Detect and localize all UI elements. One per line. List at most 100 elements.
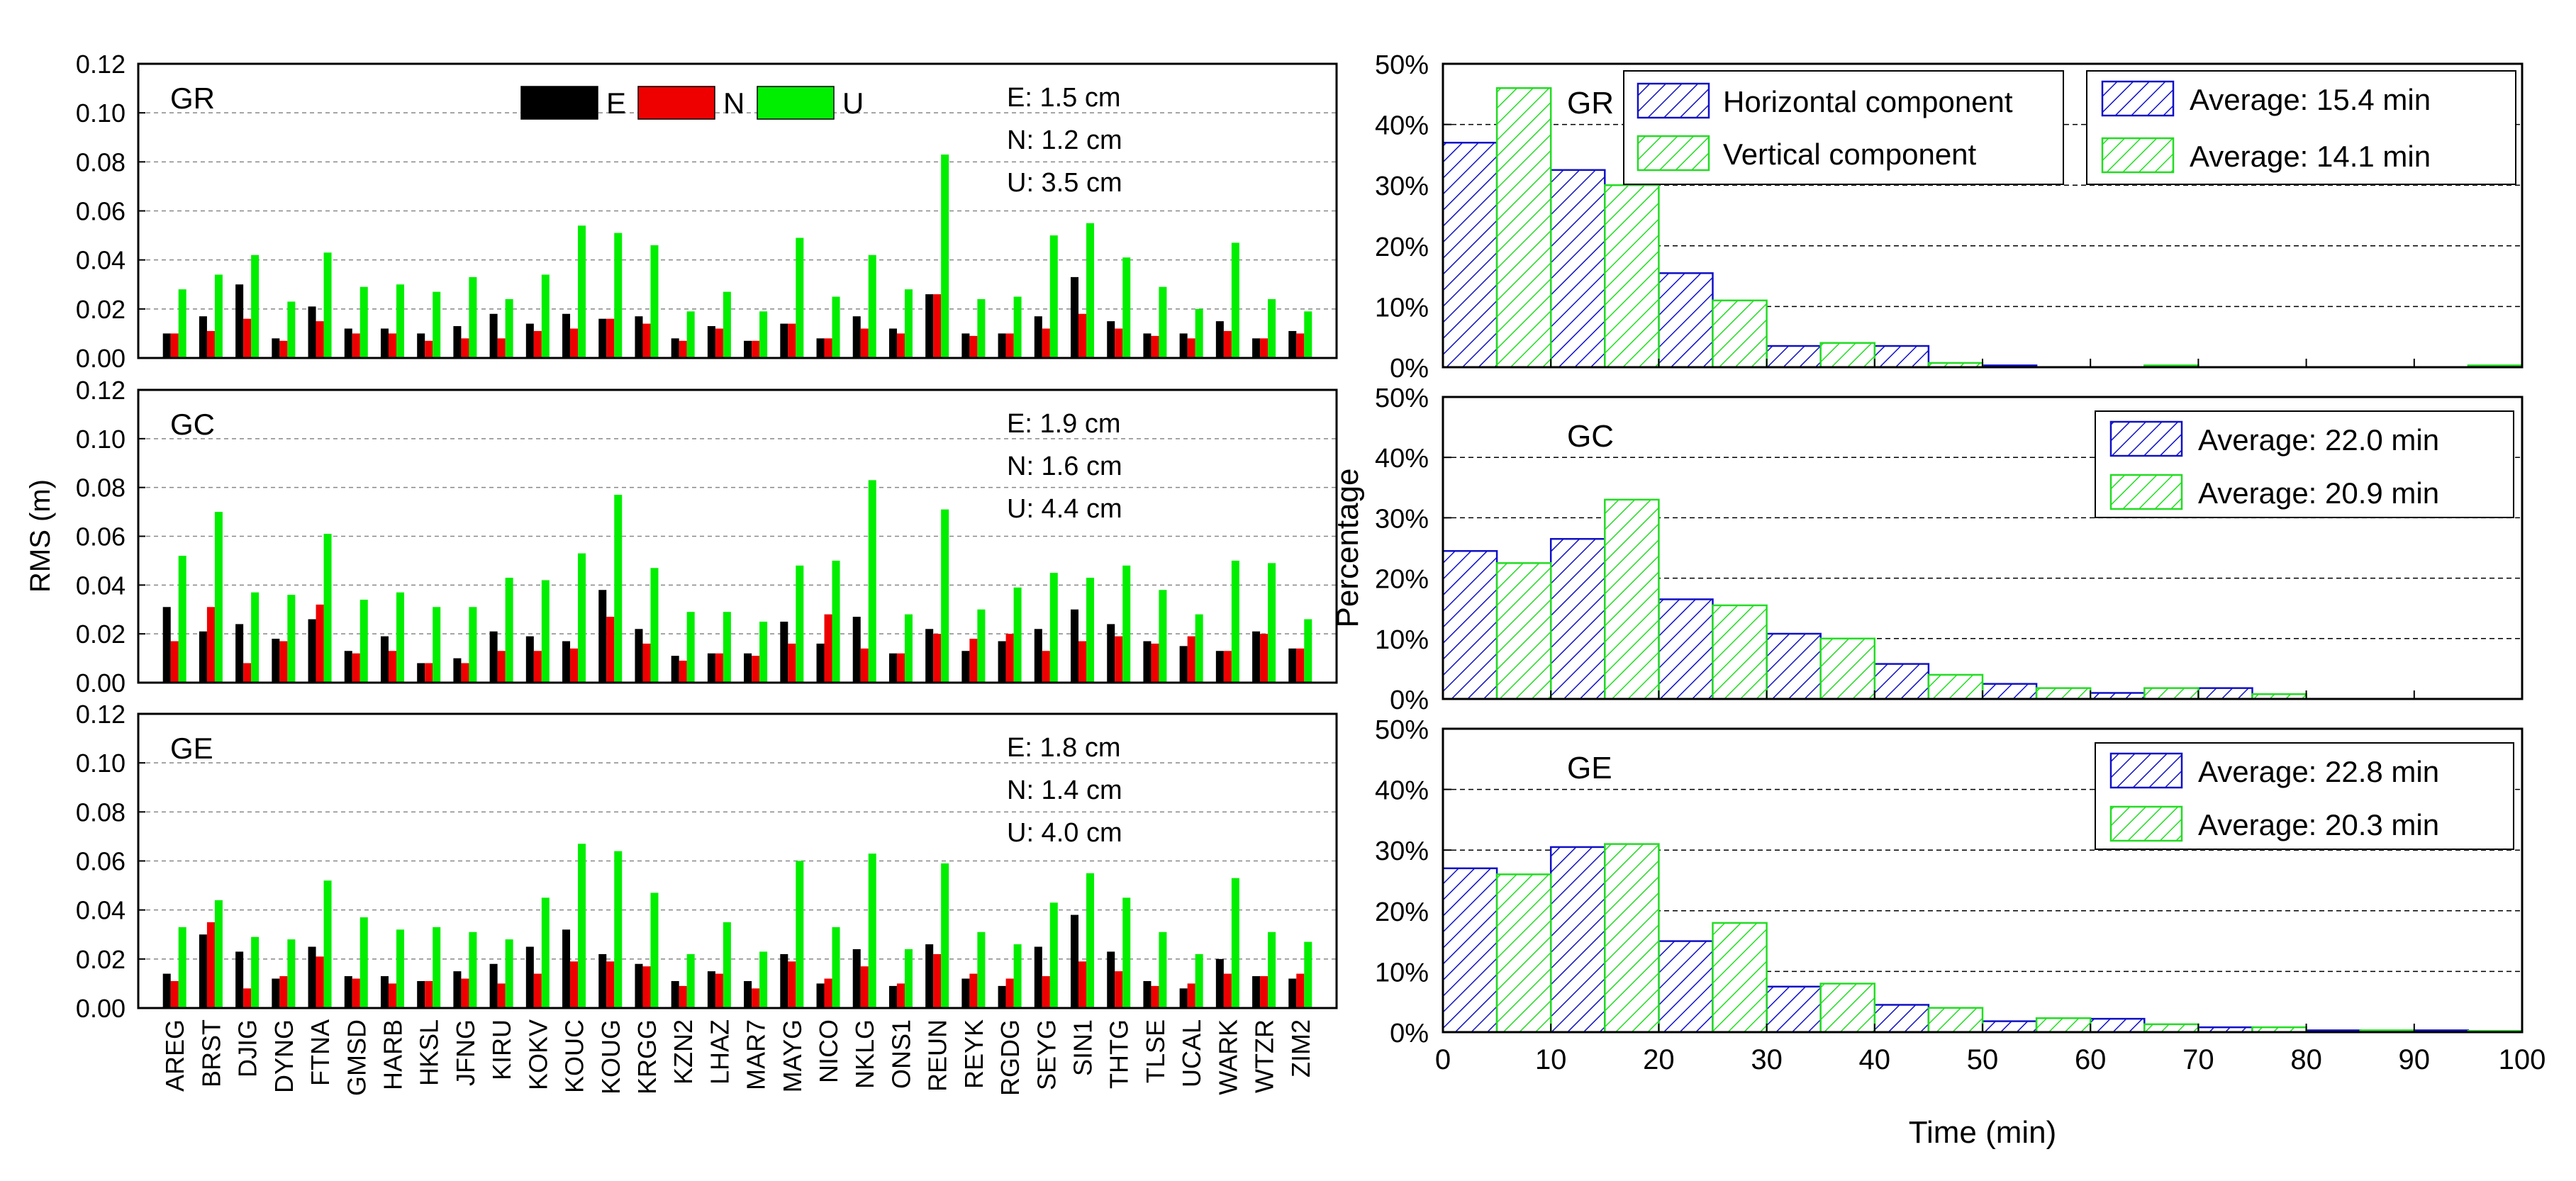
bar-e-nico [816,983,825,1008]
bar-u-hksl [433,927,441,1008]
bar-e-kzn2 [671,980,679,1008]
bar-horizontal-bin-0 [1442,142,1498,369]
bar-n-sin1 [1078,961,1087,1008]
category-label: JFNG [451,1019,480,1086]
bar-n-ftna [316,604,324,683]
stats-text: U: 3.5 cm [1007,168,1122,198]
x-axis-label: Time (min) [1909,1115,2057,1150]
bar-e-mayg [780,621,788,683]
bar-n-harb [388,333,396,358]
bar-e-seyg [1034,316,1042,358]
y-tick-label: 0.02 [76,295,126,324]
stats-text: N: 1.6 cm [1007,452,1122,481]
y-tick-label: 0.06 [76,847,126,876]
bar-e-thtg [1107,624,1115,683]
bar-e-reun [925,629,934,683]
bar-n-krgg [642,323,651,358]
bar-n-tlse [1151,643,1159,683]
legend-swatch-e [520,86,598,120]
bar-e-krgg [635,963,643,1008]
panel-label: GR [170,82,215,115]
bar-e-djig [235,951,244,1008]
bar-u-dyng [287,301,296,358]
bar-n-kouc [570,328,579,358]
bar-n-koug [606,617,615,683]
bar-n-brst [206,330,215,358]
bar-u-wtzr [1268,299,1276,358]
y-tick-label: 40% [1375,111,1429,141]
bar-u-kzn2 [686,612,695,683]
bar-u-dyng [287,939,296,1008]
panel-label: GR [1567,86,1614,121]
bar-e-ftna [308,946,316,1008]
bar-n-nklg [860,648,869,683]
bar-n-hksl [425,663,433,683]
bar-n-ons1 [896,653,905,683]
bar-vertical-bin-60 [2143,687,2199,700]
y-tick-label: 0.12 [76,700,126,729]
average-legend-swatch [2109,752,2183,789]
category-label: REYK [959,1019,988,1089]
bar-e-gmsd [344,328,352,358]
bar-vertical-bin-10 [1604,184,1660,369]
bar-u-lhaz [723,612,731,683]
x-tick-label: 60 [2075,1044,2107,1075]
bar-u-areg [178,927,186,1008]
bar-u-lhaz [723,922,731,1008]
bar-n-mayg [788,323,796,358]
bar-u-thtg [1122,565,1131,683]
bar-e-kouc [562,929,571,1008]
bar-n-reyk [969,639,978,683]
y-tick-label: 30% [1375,836,1429,866]
category-label: DYNG [269,1019,299,1093]
bar-e-reyk [961,978,970,1008]
bar-u-sin1 [1086,873,1095,1008]
bar-e-kokv [525,946,534,1008]
bar-n-kzn2 [679,661,687,683]
bar-u-sin1 [1086,223,1095,358]
category-label: FTNA [306,1019,335,1086]
bar-n-tlse [1151,335,1159,358]
bar-horizontal-bin-10 [1549,169,1606,369]
bar-vertical-bin-40 [1927,1007,1984,1034]
bar-u-djig [251,254,260,358]
bar-u-mayg [796,861,804,1008]
bar-u-lhaz [723,291,731,358]
y-tick-label: 40% [1375,776,1429,806]
bar-n-wark [1223,330,1232,358]
bar-n-nklg [860,966,869,1008]
bar-vertical-bin-30 [1819,983,1876,1034]
average-label: Average: 14.1 min [2190,140,2431,173]
bar-n-zim2 [1296,333,1305,358]
bar-vertical-bin-20 [1712,604,1768,700]
bar-u-kzn2 [686,311,695,358]
bar-e-nklg [852,949,861,1008]
category-label: LHAZ [705,1019,734,1085]
average-legend-swatch [2109,805,2183,842]
bar-n-hksl [425,980,433,1008]
bar-u-wtzr [1268,563,1276,683]
bar-e-mayg [780,953,788,1008]
bar-u-reyk [977,299,986,358]
y-tick-label: 20% [1375,233,1429,262]
average-label: Average: 20.9 min [2198,476,2439,510]
bar-u-djig [251,592,260,683]
bar-e-koug [598,318,607,358]
average-legend-swatch [2109,420,2183,457]
bar-e-sin1 [1071,609,1079,683]
bar-n-reun [933,294,942,358]
bar-horizontal-bin-0 [1442,867,1498,1034]
average-legend-swatch [2109,474,2183,510]
y-tick-label: 0.06 [76,522,126,552]
panel-frame [137,62,1338,359]
y-tick-label: 0.00 [76,994,126,1023]
category-label: TLSE [1141,1019,1170,1083]
x-tick-label: 70 [2182,1044,2214,1075]
legend-swatch-horizontal [1637,82,1710,119]
bar-e-djig [235,624,244,683]
panel-frame [137,388,1338,684]
bar-e-thtg [1107,321,1115,358]
bar-vertical-bin-10 [1604,843,1660,1034]
bar-horizontal-bin-50 [1981,683,2038,700]
bar-horizontal-bin-40 [1873,663,1930,700]
